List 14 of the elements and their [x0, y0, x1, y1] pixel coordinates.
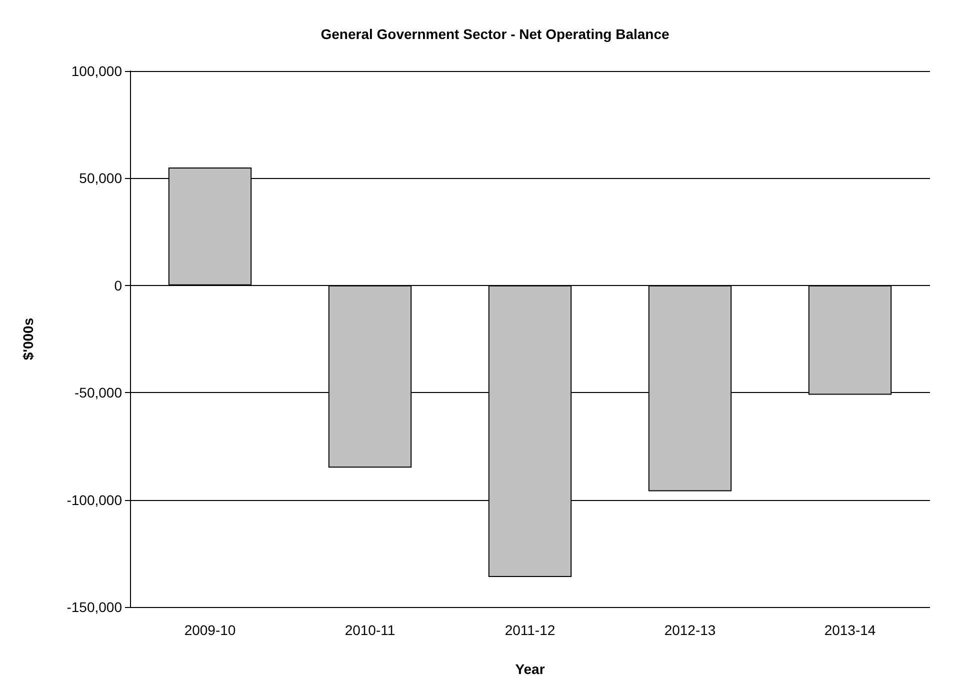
x-tick-label: 2009-10 — [184, 622, 236, 638]
y-tick-label: 100,000 — [71, 63, 122, 79]
y-tick-label: -150,000 — [66, 599, 122, 615]
chart-title: General Government Sector - Net Operating Balance — [320, 26, 670, 42]
x-axis-title: Year — [515, 661, 546, 677]
x-tick-label: 2012-13 — [664, 622, 716, 638]
y-tick-label: 0 — [114, 277, 122, 294]
y-tick-label: -50,000 — [74, 384, 122, 401]
y-axis-title: $'000s — [20, 318, 36, 360]
x-tick-label: 2010-11 — [344, 622, 396, 638]
y-tick-label: 50,000 — [79, 170, 122, 186]
x-tick-label: 2011-12 — [504, 622, 556, 638]
x-tick-label: 2013-14 — [824, 622, 876, 638]
y-tick-label: -100,000 — [66, 492, 122, 508]
